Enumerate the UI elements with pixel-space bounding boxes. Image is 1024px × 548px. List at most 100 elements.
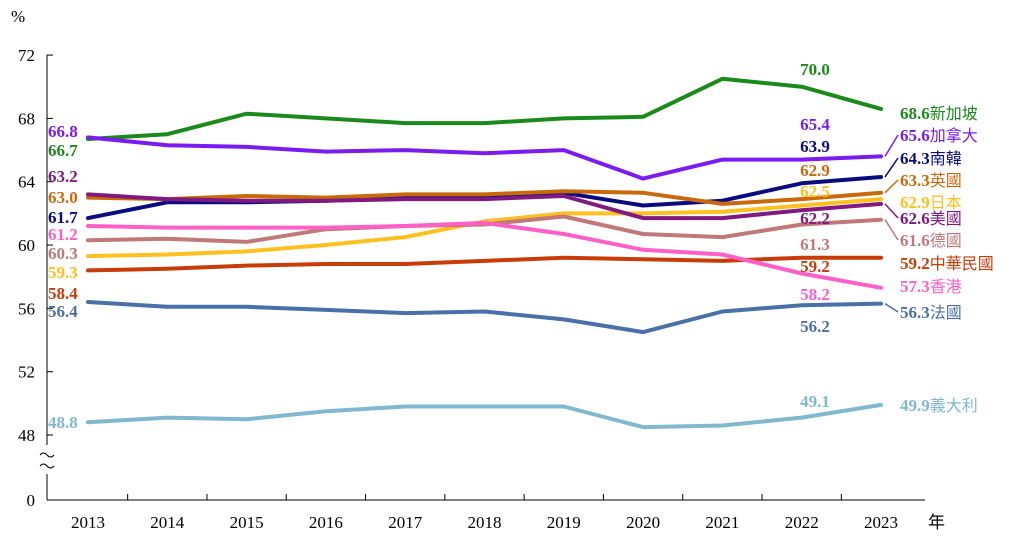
series-name-label: 法國 <box>930 303 962 322</box>
y-axis-break-mark <box>39 452 55 469</box>
data-label-value: 56.2 <box>800 317 830 336</box>
series-name-label: 日本 <box>930 193 962 212</box>
series-line-1 <box>86 135 883 181</box>
data-label-8-1: 58.2 <box>800 285 830 304</box>
data-label-7-2: 59.2中華民國 <box>900 254 994 273</box>
data-label-value: 49.1 <box>800 392 830 411</box>
x-tick-label: 2019 <box>547 513 581 532</box>
series-name-label: 美國 <box>930 209 962 228</box>
data-label-5-2: 62.6美國 <box>900 209 962 228</box>
data-label-3-2: 63.3英國 <box>900 171 962 190</box>
data-label-3-0: 63.0 <box>48 188 78 207</box>
data-label-value: 61.7 <box>48 208 78 227</box>
data-label-value: 56.3 <box>900 303 930 322</box>
y-axis-unit: % <box>11 7 25 26</box>
data-label-0-2: 68.6新加坡 <box>900 104 978 123</box>
data-label-value: 70.0 <box>800 60 830 79</box>
data-label-value: 63.3 <box>900 171 930 190</box>
data-label-10-2: 49.9義大利 <box>900 396 978 415</box>
data-label-value: 65.6 <box>900 126 930 145</box>
data-label-1-2: 65.6加拿大 <box>900 126 978 145</box>
data-label-value: 49.9 <box>900 396 930 415</box>
data-label-value: 59.3 <box>48 263 78 282</box>
series-line-10 <box>86 402 883 430</box>
x-tick-label: 2021 <box>705 513 739 532</box>
data-label-value: 62.6 <box>900 209 930 228</box>
series-line-3 <box>86 189 883 206</box>
data-label-9-2: 56.3法國 <box>900 303 962 322</box>
data-label-7-0: 58.4 <box>48 284 78 303</box>
y-tick-label: 56 <box>18 299 35 318</box>
y-tick-label: 64 <box>18 173 36 192</box>
data-label-value: 61.6 <box>900 231 930 250</box>
leader-line-1 <box>884 134 899 157</box>
data-label-value: 63.2 <box>48 167 78 186</box>
y-tick-label: 48 <box>18 426 35 445</box>
x-tick-label: 2018 <box>468 513 502 532</box>
data-label-6-0: 60.3 <box>48 244 78 263</box>
leader-line-2 <box>884 157 899 178</box>
series-name-label: 義大利 <box>930 396 978 415</box>
data-label-value: 66.8 <box>48 122 78 141</box>
data-labels: 66.7 70.0 68.6新加坡 66.8 65.4 65.6加拿大 61.7 63.9 64… <box>48 60 994 432</box>
series-lines <box>86 76 883 430</box>
y-tick-label: 0 <box>27 491 36 510</box>
x-tick-label: 2014 <box>150 513 185 532</box>
x-tick-label: 2013 <box>71 513 105 532</box>
data-label-value: 65.4 <box>800 115 830 134</box>
data-label-value: 62.5 <box>800 182 830 201</box>
series-name-label: 南韓 <box>930 149 962 168</box>
y-tick-label: 68 <box>18 109 35 128</box>
x-tick-label: 2020 <box>626 513 660 532</box>
data-label-1-0: 66.8 <box>48 122 78 141</box>
leader-line-9 <box>884 302 899 313</box>
y-tick-label: 72 <box>18 46 35 65</box>
data-label-1-1: 65.4 <box>800 115 830 134</box>
data-label-value: 62.2 <box>800 209 830 228</box>
series-name-label: 香港 <box>930 277 962 296</box>
data-label-value: 59.2 <box>900 254 930 273</box>
data-label-value: 64.3 <box>900 149 930 168</box>
y-tick-label: 60 <box>18 236 35 255</box>
series-name-label: 德國 <box>930 231 962 250</box>
data-label-value: 57.3 <box>900 277 930 296</box>
data-label-0-1: 70.0 <box>800 60 830 79</box>
x-axis-unit: 年 <box>928 513 945 532</box>
y-tick-label: 52 <box>18 363 35 382</box>
data-label-6-2: 61.6德國 <box>900 231 962 250</box>
data-label-5-0: 63.2 <box>48 167 78 186</box>
x-tick-label: 2022 <box>785 513 819 532</box>
data-label-0-0: 66.7 <box>48 141 78 160</box>
data-label-4-2: 62.9日本 <box>900 193 962 212</box>
data-label-4-0: 59.3 <box>48 263 78 282</box>
x-tick-label: 2015 <box>230 513 264 532</box>
leader-line-5 <box>884 203 899 219</box>
data-label-3-1: 62.9 <box>800 161 830 180</box>
leader-line-3 <box>884 179 899 194</box>
data-label-value: 66.7 <box>48 141 78 160</box>
data-label-value: 56.4 <box>48 302 78 321</box>
data-label-7-1: 59.2 <box>800 257 830 276</box>
data-label-2-1: 63.9 <box>800 137 830 156</box>
data-label-value: 58.4 <box>48 284 78 303</box>
series-line-0 <box>86 76 883 141</box>
data-label-value: 62.9 <box>800 161 830 180</box>
data-label-value: 68.6 <box>900 104 930 123</box>
data-label-9-0: 56.4 <box>48 302 78 321</box>
data-label-value: 62.9 <box>900 193 930 212</box>
data-label-2-2: 64.3南韓 <box>900 149 962 168</box>
data-label-10-0: 48.8 <box>48 413 78 432</box>
data-label-value: 59.2 <box>800 257 830 276</box>
axes: 0 48 52 56 60 64 68 72% 2013 2014 2015 2016 2017 2018… <box>11 7 945 532</box>
data-label-10-1: 49.1 <box>800 392 830 411</box>
data-label-value: 48.8 <box>48 413 78 432</box>
data-label-6-1: 61.3 <box>800 235 830 254</box>
data-label-2-0: 61.7 <box>48 208 78 227</box>
data-label-value: 58.2 <box>800 285 830 304</box>
series-name-label: 新加坡 <box>930 104 978 123</box>
x-tick-label: 2017 <box>388 513 423 532</box>
series-line-5 <box>86 192 883 221</box>
series-line-8 <box>86 220 883 290</box>
